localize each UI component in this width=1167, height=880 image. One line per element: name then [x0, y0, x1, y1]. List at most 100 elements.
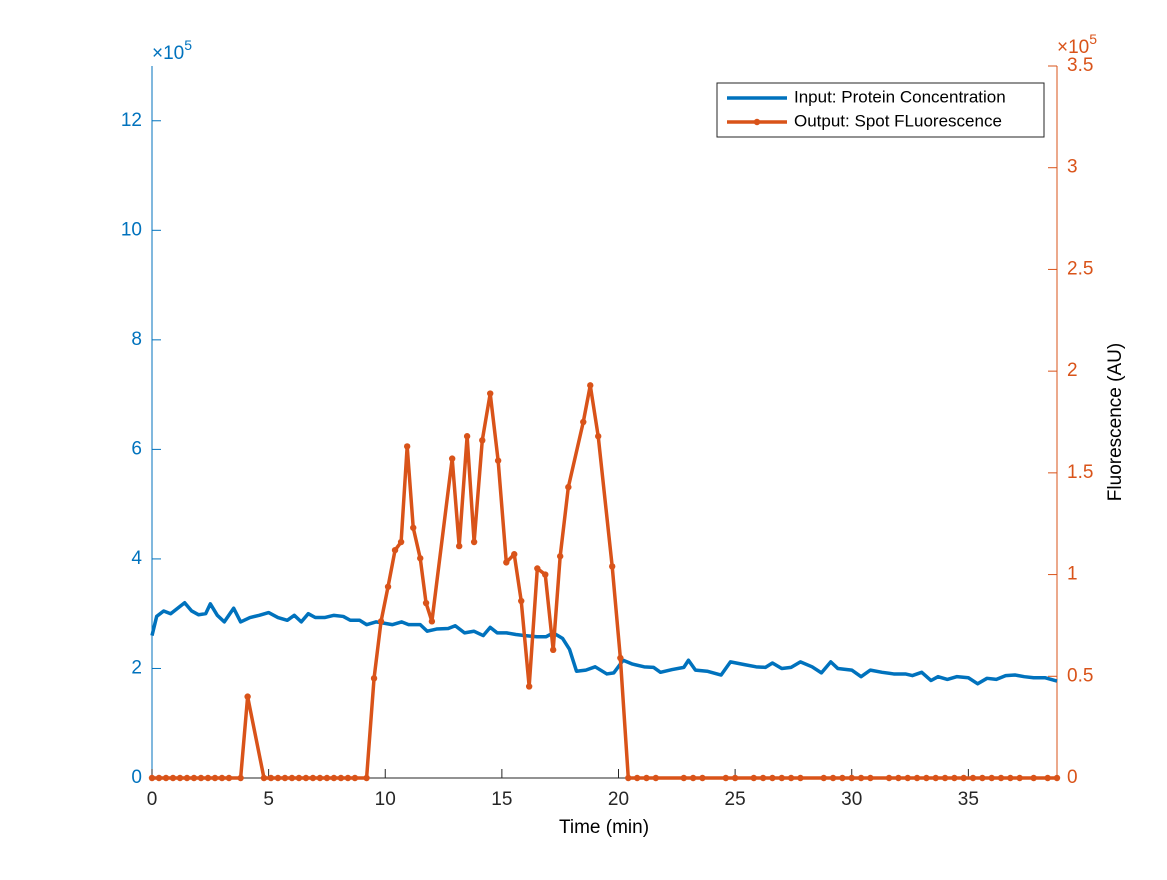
series-marker — [274, 774, 282, 782]
y2-tick-label: 3 — [1067, 157, 1078, 178]
series-marker — [169, 774, 177, 782]
series-marker — [403, 443, 411, 450]
series-marker — [494, 457, 502, 464]
x-axis-label: Time (min) — [559, 817, 649, 838]
series-marker — [923, 774, 930, 782]
series-marker — [913, 774, 921, 782]
series-marker — [1030, 774, 1037, 782]
series-marker — [769, 774, 776, 782]
series-marker — [281, 774, 289, 782]
legend-label: Output: Spot FLuorescence — [794, 111, 1002, 130]
series-marker — [1053, 774, 1061, 782]
y-tick-label: 10 — [121, 219, 142, 240]
series-marker — [895, 774, 902, 782]
series-marker — [162, 774, 170, 782]
series-marker — [885, 774, 893, 782]
x-tick-label: 30 — [841, 789, 862, 810]
series-marker — [428, 618, 436, 625]
x-tick-label: 10 — [375, 789, 396, 810]
x-tick-label: 15 — [491, 789, 512, 810]
legend-marker — [753, 118, 761, 126]
series-marker — [384, 583, 392, 590]
y2-tick-label: 1.5 — [1067, 462, 1093, 483]
y2-tick-label: 0 — [1067, 767, 1078, 788]
y-tick-label: 8 — [131, 329, 142, 350]
x-tick-label: 35 — [958, 789, 979, 810]
series-marker — [218, 774, 226, 782]
series-marker — [204, 774, 212, 782]
series-marker — [518, 597, 525, 605]
exponent-base: ×10 — [1057, 37, 1089, 58]
y2-tick-label: 3.5 — [1067, 55, 1093, 76]
series-marker — [997, 774, 1005, 782]
series-marker — [463, 433, 471, 440]
series-marker — [183, 774, 191, 782]
axis-exponent: ×105 — [1057, 31, 1097, 58]
series-marker — [363, 774, 370, 782]
series-marker — [260, 774, 268, 782]
series-marker — [511, 551, 518, 558]
x-tick-label: 25 — [725, 789, 746, 810]
exponent-base: ×10 — [152, 43, 184, 64]
series-marker — [722, 774, 729, 782]
series-marker — [617, 654, 624, 662]
series-marker — [448, 455, 456, 462]
series-marker — [267, 774, 275, 782]
y2-tick-label: 2 — [1067, 360, 1078, 381]
series-marker — [932, 774, 939, 782]
series-marker — [309, 774, 317, 782]
series-marker — [587, 382, 594, 389]
series-marker — [759, 774, 767, 782]
y2-tick-label: 0.5 — [1067, 665, 1093, 686]
legend-label: Input: Protein Concentration — [794, 87, 1006, 106]
series-marker — [323, 774, 331, 782]
series-marker — [525, 683, 533, 690]
series-marker — [1016, 774, 1023, 782]
x-tick-label: 0 — [147, 789, 158, 810]
series-marker — [951, 774, 958, 782]
exponent-power: 5 — [1089, 31, 1097, 47]
series-marker — [1007, 774, 1014, 782]
series-marker — [689, 774, 697, 782]
legend-box — [716, 82, 1045, 138]
series-marker — [556, 553, 564, 560]
series-marker — [337, 774, 345, 782]
y2-tick-label: 2.5 — [1067, 258, 1093, 279]
series-marker — [422, 599, 430, 607]
series-marker — [211, 774, 219, 782]
axis-exponent: ×105 — [152, 37, 192, 64]
exponent-power: 5 — [184, 37, 192, 53]
y-tick-label: 4 — [131, 548, 142, 569]
series-marker — [190, 774, 198, 782]
series-marker — [370, 675, 378, 682]
series-marker — [330, 774, 338, 782]
series-marker — [417, 555, 424, 562]
series-marker — [549, 646, 557, 654]
series-marker — [652, 774, 660, 782]
series-marker — [904, 774, 911, 782]
x-tick-label: 5 — [263, 789, 274, 810]
series-marker — [148, 774, 156, 782]
series-marker — [580, 418, 587, 426]
series-marker — [625, 774, 632, 782]
series-marker — [302, 774, 310, 782]
series-marker — [391, 546, 399, 554]
series-marker — [988, 774, 995, 782]
series-marker — [731, 774, 739, 782]
series-marker — [479, 437, 486, 444]
series-marker — [829, 774, 837, 782]
series-marker — [542, 571, 549, 578]
series-marker — [410, 524, 417, 531]
series-marker — [608, 563, 616, 570]
series-marker — [857, 774, 865, 782]
series-marker — [750, 774, 757, 782]
series-marker — [197, 774, 205, 782]
series-marker — [503, 559, 510, 566]
y2-tick-label: 1 — [1067, 564, 1078, 585]
series-marker — [820, 774, 827, 782]
series-marker — [237, 774, 244, 782]
y-tick-label: 0 — [131, 767, 142, 788]
series-marker — [487, 390, 494, 397]
